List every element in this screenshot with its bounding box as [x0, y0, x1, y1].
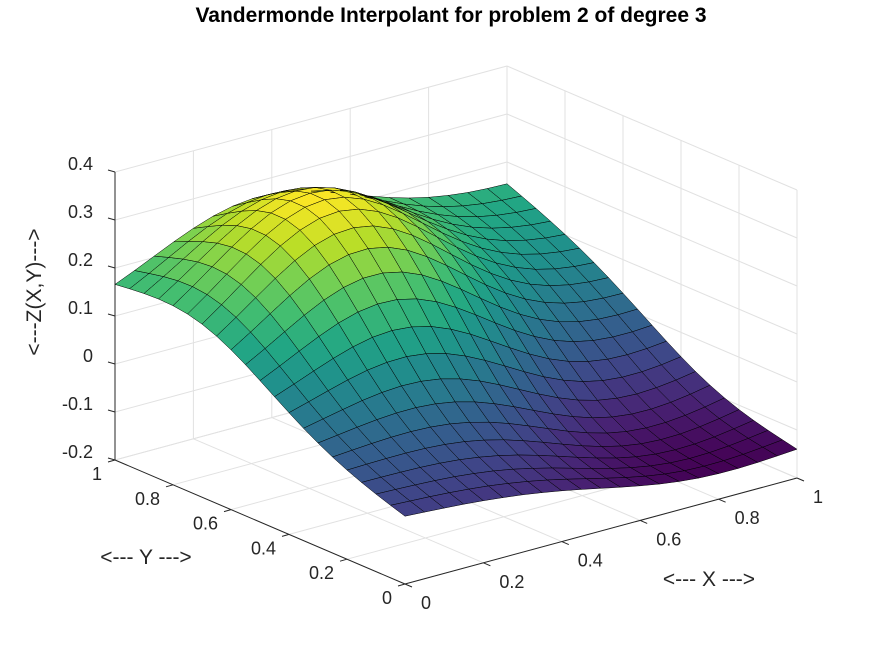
y-tick-label: 1	[92, 464, 102, 484]
x-axis-label: <--- X --->	[663, 568, 755, 591]
z-tick-label: 0.4	[68, 154, 93, 174]
y-tick-mark	[165, 484, 174, 488]
z-tick-label: 0.2	[68, 250, 93, 270]
z-axis-label: <---Z(X,Y)--->	[23, 228, 46, 355]
x-tick-mark	[561, 541, 569, 546]
tick-layer: 00.20.40.60.8100.20.40.60.81-0.2-0.100.1…	[62, 154, 823, 613]
z-tick-mark	[107, 457, 116, 461]
z-tick-label: 0.1	[68, 298, 93, 318]
y-tick-label: 0.2	[309, 563, 334, 583]
y-tick-mark	[223, 509, 232, 513]
y-tick-mark	[339, 558, 348, 562]
y-tick-label: 0.6	[193, 514, 218, 534]
x-axis-line	[404, 477, 798, 585]
x-tick-label: 0.6	[656, 529, 681, 549]
z-tick-mark	[107, 409, 116, 413]
gridline-z-back	[114, 113, 508, 221]
gridline-z-side	[506, 65, 798, 191]
y-tick-mark	[397, 583, 406, 587]
z-tick-mark	[107, 169, 116, 173]
chart-title: Vandermonde Interpolant for problem 2 of…	[195, 4, 706, 27]
y-tick-label: 0.4	[251, 538, 276, 558]
y-tick-mark	[281, 533, 290, 537]
z-tick-mark	[107, 265, 116, 269]
x-tick-mark	[640, 519, 648, 524]
gridline-z-side	[506, 113, 798, 239]
x-tick-label: 0	[421, 593, 431, 613]
gridline-z-back	[114, 65, 508, 173]
z-tick-label: 0	[83, 346, 93, 366]
y-tick-label: 0.8	[135, 489, 160, 509]
z-tick-mark	[107, 361, 116, 365]
x-tick-label: 0.4	[578, 551, 603, 571]
x-tick-mark	[718, 498, 726, 503]
x-tick-mark	[483, 562, 491, 567]
x-tick-label: 0.2	[499, 572, 524, 592]
gridline-z-side	[506, 161, 798, 287]
z-tick-mark	[107, 217, 116, 221]
x-tick-label: 1	[813, 487, 823, 507]
z-tick-label: 0.3	[68, 202, 93, 222]
surface-layer	[114, 183, 798, 517]
y-tick-label: 0	[382, 588, 392, 608]
x-tick-mark	[404, 583, 413, 588]
gridline-x-floor	[193, 438, 484, 564]
surface-patch	[762, 439, 798, 457]
z-tick-label: -0.2	[62, 442, 93, 462]
z-tick-mark	[107, 313, 116, 317]
y-tick-mark	[107, 459, 116, 463]
x-tick-label: 0.8	[735, 508, 760, 528]
y-axis-line	[114, 459, 406, 585]
z-tick-label: -0.1	[62, 394, 93, 414]
y-axis-label: <--- Y --->	[100, 546, 191, 569]
x-tick-mark	[796, 477, 805, 482]
